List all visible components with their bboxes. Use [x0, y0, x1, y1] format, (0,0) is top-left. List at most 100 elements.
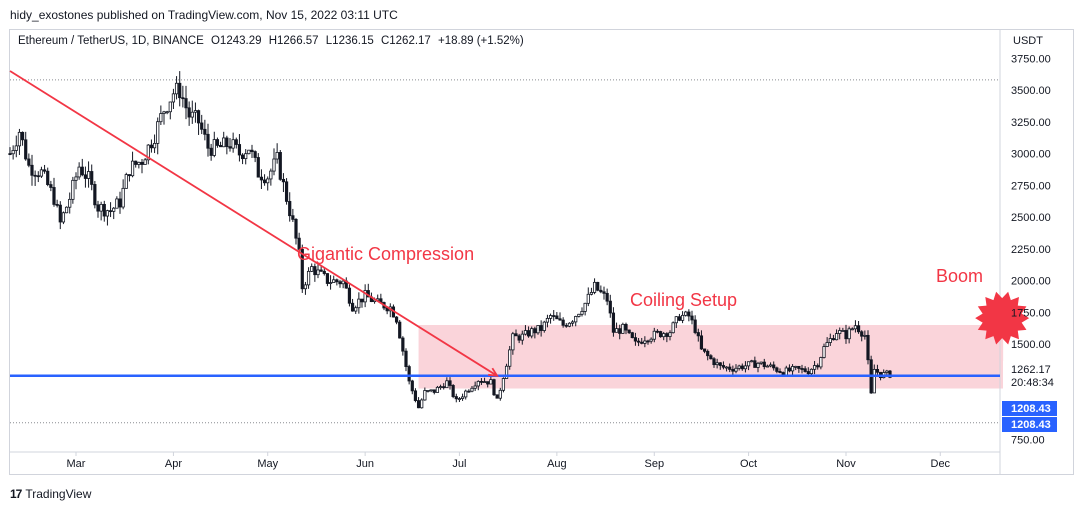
candle-up — [231, 139, 235, 149]
candle-down — [256, 157, 260, 178]
candle-down — [665, 333, 669, 337]
tradingview-brand[interactable]: 17 TradingView — [10, 487, 91, 501]
symbol-legend: Ethereum / TetherUS, 1D, BINANCE O1243.2… — [18, 35, 528, 47]
candle-down — [514, 333, 518, 337]
y-tick-label: 1500.00 — [1011, 339, 1051, 351]
candle-up — [212, 139, 216, 156]
candle-up — [794, 365, 798, 368]
x-tick-label: May — [257, 458, 278, 470]
x-tick-label: Aug — [547, 458, 567, 470]
candle-down — [636, 340, 641, 343]
candle-down — [46, 170, 50, 185]
candle-down — [259, 176, 264, 181]
candle-up — [165, 111, 169, 114]
candle-down — [250, 149, 254, 152]
candle-up — [668, 332, 672, 337]
candle-up — [482, 381, 487, 384]
candle-down — [27, 158, 31, 166]
candle-up — [737, 365, 741, 369]
candle-down — [184, 98, 188, 109]
candle-down — [42, 169, 47, 172]
candle-up — [476, 380, 480, 387]
candle-down — [561, 319, 565, 326]
candle-up — [530, 328, 534, 337]
candle-up — [146, 144, 150, 161]
candle-up — [156, 121, 160, 144]
symbol-name: Ethereum / TetherUS, 1D, BINANCE — [18, 35, 204, 47]
candle-down — [215, 139, 220, 146]
candle-down — [416, 400, 421, 409]
candle-up — [822, 346, 826, 358]
candle-down — [495, 394, 499, 399]
candle-down — [526, 330, 531, 337]
candle-down — [797, 365, 801, 369]
candle-down — [555, 315, 559, 320]
candle-up — [14, 145, 18, 151]
candle-down — [49, 184, 53, 188]
candle-down — [800, 368, 804, 370]
candle-up — [464, 390, 468, 398]
candle-up — [548, 315, 553, 319]
candle-up — [171, 93, 176, 103]
candle-down — [775, 367, 779, 372]
candle-down — [240, 154, 245, 160]
compression-label: Gigantic Compression — [297, 244, 474, 264]
ohlc-close: C1262.17 — [380, 35, 431, 47]
candle-up — [174, 82, 179, 95]
candle-down — [492, 379, 496, 396]
candle-up — [457, 398, 462, 400]
candle-down — [627, 329, 631, 334]
candle-down — [658, 331, 663, 338]
candle-up — [168, 101, 172, 113]
candle-up — [765, 365, 770, 368]
candle-down — [401, 337, 405, 352]
candle-down — [856, 325, 861, 333]
y-tick-label: 1750.00 — [1011, 307, 1051, 319]
candle-down — [83, 174, 88, 179]
candle-up — [671, 322, 675, 334]
candle-up — [850, 328, 854, 331]
coiling-label: Coiling Setup — [630, 290, 737, 310]
x-tick-label: Jul — [452, 458, 466, 470]
candle-down — [218, 145, 223, 148]
candle-down — [24, 139, 28, 160]
candle-down — [624, 323, 628, 331]
candle-up — [64, 206, 69, 214]
candle-up — [420, 399, 424, 409]
candle-down — [127, 174, 132, 177]
candle-down — [313, 266, 317, 276]
candle-up — [684, 311, 688, 316]
y-tick-label: 3000.00 — [1011, 149, 1051, 161]
candle-down — [875, 368, 880, 373]
x-tick-label: Mar — [67, 458, 86, 470]
brand-label: TradingView — [25, 487, 92, 501]
candle-down — [278, 152, 282, 180]
candle-down — [404, 350, 408, 367]
candle-up — [847, 328, 851, 340]
candle-up — [756, 362, 760, 368]
candle-up — [809, 368, 814, 375]
candle-up — [247, 149, 251, 155]
candle-up — [841, 330, 845, 332]
candle-up — [680, 314, 685, 321]
candle-up — [460, 396, 465, 399]
candle-down — [454, 396, 458, 400]
candle-down — [706, 350, 710, 357]
candle-down — [281, 178, 286, 183]
candle-down — [762, 361, 766, 368]
candle-up — [266, 178, 270, 184]
candle-down — [294, 218, 298, 239]
x-tick-label: Oct — [740, 458, 757, 470]
candle-down — [753, 360, 757, 368]
candle-up — [589, 292, 594, 295]
candle-down — [712, 358, 716, 366]
candle-down — [740, 365, 744, 370]
candle-down — [262, 179, 267, 184]
y-tick-label: 2500.00 — [1011, 212, 1051, 224]
candle-up — [577, 313, 581, 317]
candle-up — [332, 279, 336, 283]
candle-down — [432, 389, 436, 393]
candle-down — [253, 151, 257, 158]
candle-down — [718, 362, 722, 366]
